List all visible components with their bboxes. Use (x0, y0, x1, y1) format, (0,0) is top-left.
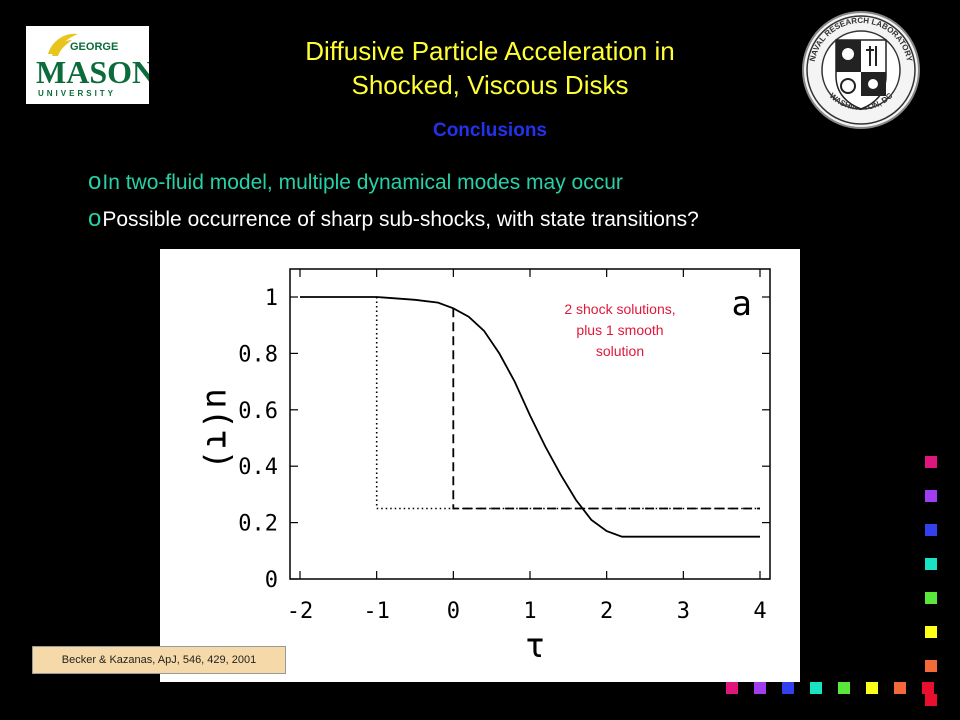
gmu-university-text: UNIVERSITY (38, 89, 116, 98)
x-tick-label: 2 (600, 599, 613, 624)
x-tick-label: 3 (677, 599, 690, 624)
x-tick-label: 1 (523, 599, 536, 624)
x-tick-label: 0 (447, 599, 460, 624)
gmu-logo: GEORGE MASON UNIVERSITY (26, 26, 155, 104)
page-title: Diffusive Particle Acceleration in Shock… (190, 34, 790, 102)
y-tick-label: 0.6 (238, 399, 278, 424)
decor-square-vertical (925, 660, 937, 672)
title-line-1: Diffusive Particle Acceleration in (305, 36, 675, 66)
chart-svg: -2 -1 0 1 2 3 4 0 0.2 0.4 0.6 0.8 1 u(τ) τ a 2 shock… (198, 268, 771, 666)
bullet-marker: o (88, 205, 102, 232)
chart-frame (289, 268, 771, 580)
decor-square-horizontal (838, 682, 850, 694)
citation-box: Becker & Kazanas, ApJ, 546, 429, 2001 (32, 646, 286, 674)
decor-square-horizontal (810, 682, 822, 694)
x-axis-label: τ (525, 626, 545, 666)
y-tick-label: 0.4 (238, 455, 278, 480)
bullet-text: Possible occurrence of sharp sub-shocks,… (102, 208, 699, 231)
gmu-mason-text: MASON (36, 54, 149, 90)
decor-square-horizontal (726, 682, 738, 694)
nrl-seal: NAVAL RESEARCH LABORATORY WASHINGTON, DC (796, 10, 926, 130)
y-tick-label: 1 (265, 286, 278, 311)
decor-square-vertical (925, 456, 937, 468)
y-tick-label: 0 (265, 568, 278, 593)
title-line-2: Shocked, Viscous Disks (351, 70, 629, 100)
decor-square-horizontal (754, 682, 766, 694)
panel-label: a (732, 284, 752, 324)
decor-square-vertical (925, 490, 937, 502)
bullet-text: In two-fluid model, multiple dynamical m… (102, 171, 623, 194)
y-tick-label: 0.2 (238, 512, 278, 537)
section-subtitle: Conclusions (432, 120, 547, 141)
decor-square-horizontal (894, 682, 906, 694)
decor-square-vertical (925, 626, 937, 638)
solid-series-line (300, 296, 760, 538)
dotted-series-line (375, 297, 760, 510)
bullet-1: oIn two-fluid model, multiple dynamical … (88, 168, 623, 196)
y-tick-label: 0.8 (238, 342, 278, 367)
decor-square-vertical (925, 524, 937, 536)
decor-square-horizontal (782, 682, 794, 694)
gmu-george-text: GEORGE (70, 41, 118, 53)
x-tick-label: -2 (287, 599, 314, 624)
x-tick-label: 4 (753, 599, 766, 624)
bullet-marker: o (88, 168, 102, 195)
x-tick-label: -1 (363, 599, 390, 624)
decor-square-vertical (925, 592, 937, 604)
velocity-profile-chart: -2 -1 0 1 2 3 4 0 0.2 0.4 0.6 0.8 1 u(τ) τ a 2 shock… (160, 249, 800, 682)
decor-square-horizontal (922, 682, 934, 694)
annotation-line-2: plus 1 smooth (576, 322, 663, 338)
decor-square-vertical (925, 558, 937, 570)
y-axis-label: u(τ) (198, 388, 238, 470)
decor-square-horizontal (866, 682, 878, 694)
annotation-line-1: 2 shock solutions, (564, 301, 675, 317)
bullet-2: oPossible occurrence of sharp sub-shocks… (88, 205, 699, 233)
decor-square-vertical (925, 694, 937, 706)
annotation-line-3: solution (596, 343, 644, 359)
dashed-series-line (452, 308, 760, 510)
